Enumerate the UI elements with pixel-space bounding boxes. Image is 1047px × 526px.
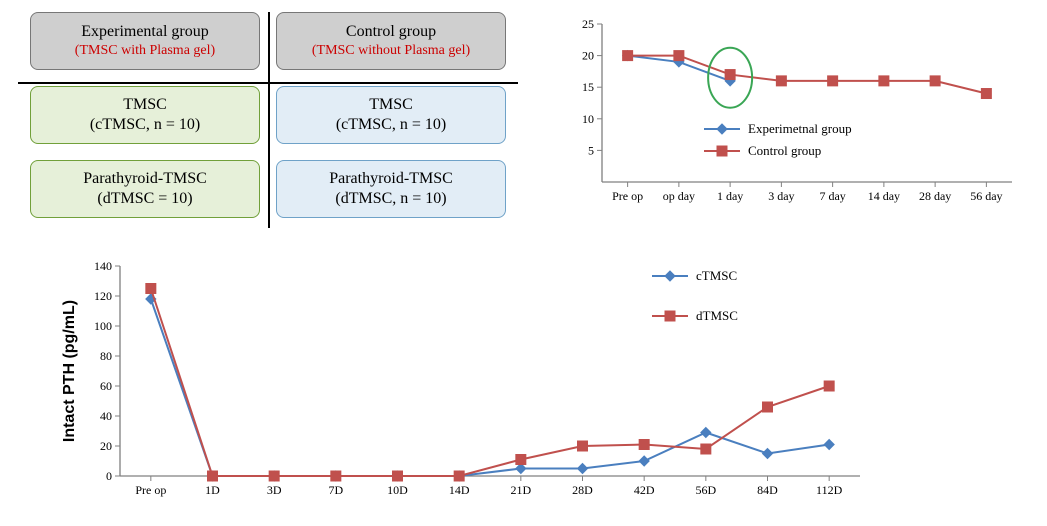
svg-text:dTMSC: dTMSC: [696, 308, 738, 323]
svg-text:28D: 28D: [572, 483, 593, 497]
table-cell: Experimental group(TMSC with Plasma gel): [30, 12, 260, 70]
svg-text:Experimetnal group: Experimetnal group: [748, 121, 852, 136]
svg-text:14 day: 14 day: [868, 189, 900, 203]
svg-text:21D: 21D: [510, 483, 531, 497]
table-cell: TMSC(cTMSC, n = 10): [30, 86, 260, 144]
svg-text:3 day: 3 day: [768, 189, 794, 203]
svg-text:56 day: 56 day: [970, 189, 1002, 203]
chart-groups-line: 5 10 15 20 25 Pre op op day 1 day 3 day 7 day 14 d…: [560, 12, 1030, 232]
svg-text:28 day: 28 day: [919, 189, 951, 203]
svg-text:5: 5: [588, 143, 594, 157]
svg-text:op day: op day: [663, 189, 695, 203]
svg-text:0: 0: [106, 469, 112, 483]
svg-text:140: 140: [94, 259, 112, 273]
svg-text:Pre op: Pre op: [612, 189, 643, 203]
svg-text:84D: 84D: [757, 483, 778, 497]
chart-pth-line: Intact PTH (pg/mL) 0 20 40 60 80 100 120 140 Pre …: [60, 256, 1020, 516]
table-cell: TMSC(cTMSC, n = 10): [276, 86, 506, 144]
svg-text:25: 25: [582, 17, 594, 31]
svg-text:42D: 42D: [634, 483, 655, 497]
svg-text:10D: 10D: [387, 483, 408, 497]
svg-text:80: 80: [100, 349, 112, 363]
svg-text:3D: 3D: [267, 483, 282, 497]
svg-text:120: 120: [94, 289, 112, 303]
table-cell: Parathyroid-TMSC(dTMSC = 10): [30, 160, 260, 218]
svg-text:60: 60: [100, 379, 112, 393]
svg-text:1D: 1D: [205, 483, 220, 497]
table-cell: Parathyroid-TMSC(dTMSC, n = 10): [276, 160, 506, 218]
svg-text:Pre op: Pre op: [135, 483, 166, 497]
svg-text:Intact PTH (pg/mL): Intact PTH (pg/mL): [61, 300, 78, 442]
svg-text:1 day: 1 day: [717, 189, 743, 203]
svg-text:cTMSC: cTMSC: [696, 268, 737, 283]
svg-text:7D: 7D: [328, 483, 343, 497]
svg-text:112D: 112D: [816, 483, 843, 497]
svg-text:Control group: Control group: [748, 143, 821, 158]
svg-text:40: 40: [100, 409, 112, 423]
svg-text:15: 15: [582, 80, 594, 94]
svg-text:10: 10: [582, 112, 594, 126]
svg-text:7 day: 7 day: [819, 189, 845, 203]
table-cell: Control group(TMSC without Plasma gel): [276, 12, 506, 70]
study-design-table: Experimental group(TMSC with Plasma gel)…: [18, 12, 518, 234]
svg-text:20: 20: [100, 439, 112, 453]
svg-text:14D: 14D: [449, 483, 470, 497]
svg-text:100: 100: [94, 319, 112, 333]
svg-text:20: 20: [582, 49, 594, 63]
svg-text:56D: 56D: [695, 483, 716, 497]
